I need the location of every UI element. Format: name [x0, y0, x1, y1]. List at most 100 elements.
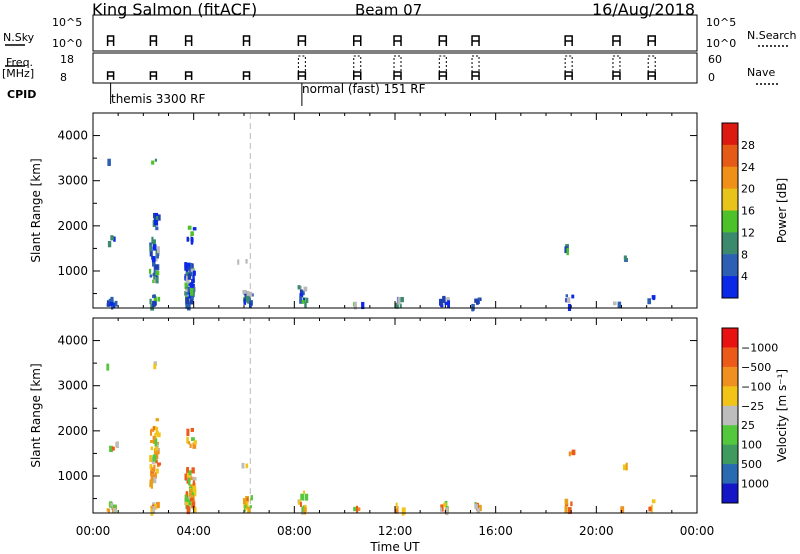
velocity-panel-echo-cell	[152, 505, 156, 514]
velocity-colorbar-label: Velocity [m s⁻¹]	[775, 369, 789, 462]
power-panel-echo-cell	[301, 299, 305, 304]
velocity-panel-echo-cell	[243, 507, 246, 512]
power-panel-echo-cell	[243, 298, 247, 305]
velocity-colorbar-tick: −25	[741, 400, 764, 413]
velocity-colorbar-cell	[722, 444, 738, 465]
power-panel-echo-cell	[186, 236, 189, 242]
velocity-panel-echo-cell	[186, 472, 191, 478]
power-panel-echo-cell	[154, 219, 157, 225]
date-label: 16/Aug/2018	[592, 0, 696, 19]
velocity-panel-echo-cell	[153, 477, 157, 484]
velocity-colorbar-tick: 1000	[741, 478, 769, 491]
power-panel-echo-cell	[186, 262, 191, 268]
velocity-panel-ytick-label: 3000	[57, 379, 88, 393]
xtick-label: 00:00	[76, 524, 111, 538]
cpid-note-normal: normal (fast) 151 RF	[302, 82, 426, 96]
power-colorbar-tick: 4	[741, 270, 748, 283]
power-panel-echo-cell	[111, 235, 114, 241]
velocity-panel-echo-cell	[154, 472, 157, 479]
power-colorbar-tick: 12	[741, 226, 755, 239]
power-panel-echo-cell	[112, 302, 116, 309]
power-panel-echo-cell	[184, 291, 188, 296]
velocity-panel-echo-cell	[110, 502, 113, 507]
power-colorbar-tick: 16	[741, 205, 755, 218]
velocity-colorbar-cell	[722, 347, 738, 368]
velocity-panel-echo-cell	[186, 467, 190, 475]
power-panel-echo-cell	[111, 302, 114, 310]
velocity-panel-echo-cell	[191, 437, 195, 441]
velocity-panel-echo-cell	[150, 428, 155, 432]
velocity-panel-echo-cell	[192, 506, 197, 513]
freq-glyph	[647, 71, 656, 80]
velocity-panel-echo-cell	[356, 507, 361, 511]
power-panel-echo-cell	[152, 279, 156, 283]
velocity-panel-echo-cell	[149, 440, 154, 444]
nsky-glyph	[106, 35, 115, 46]
power-panel-echo-cell	[617, 301, 622, 308]
velocity-panel-echo-cell	[152, 454, 157, 462]
power-colorbar-cell	[722, 254, 738, 277]
nave-glyph	[297, 55, 306, 72]
velocity-panel-echo-cell	[250, 495, 253, 501]
power-panel-echo-cell	[190, 236, 194, 245]
power-panel-ytick-label: 4000	[57, 129, 88, 143]
velocity-panel-echo-cell	[565, 502, 569, 507]
cpid-note-themis: themis 3300 RF	[111, 92, 206, 106]
velocity-panel-echo-cell	[192, 442, 197, 449]
power-panel-echo-cell	[652, 296, 656, 301]
velocity-colorbar-tick: −100	[741, 380, 771, 393]
velocity-colorbar-cell	[722, 425, 738, 446]
power-panel-echo-cell	[185, 288, 188, 293]
power-panel-echo-cell	[190, 295, 194, 301]
power-panel-echo-cell	[156, 215, 159, 221]
velocity-panel-echo-cell	[153, 363, 157, 370]
power-panel-echo-cell	[188, 292, 191, 299]
velocity-panel-echo-cell	[648, 506, 652, 512]
nsky-glyph	[612, 35, 621, 46]
power-panel-ytick-label: 2000	[57, 219, 88, 233]
power-panel-echo-cell	[154, 264, 159, 270]
velocity-panel-echo-cell	[149, 455, 152, 463]
nsky-glyph	[438, 35, 448, 46]
velocity-panel-echo-cell	[115, 441, 119, 448]
freq-tick-top: 18	[60, 53, 74, 66]
velocity-panel-echo-cell	[446, 507, 449, 516]
power-panel-echo-cell	[152, 261, 156, 267]
power-panel-echo-cell	[400, 296, 404, 303]
freq-glyph	[612, 71, 621, 80]
velocity-panel-echo-cell	[353, 506, 356, 512]
power-panel-echo-cell	[156, 246, 160, 255]
velocity-colorbar-cell	[722, 464, 738, 485]
velocity-panel-echo-cell	[152, 436, 155, 444]
nsky-glyph	[471, 35, 480, 46]
power-panel-echo-cell	[149, 245, 152, 252]
velocity-panel-echo-cell	[184, 473, 188, 481]
velocity-colorbar-tick: −1000	[741, 341, 778, 354]
power-colorbar-cell	[722, 123, 738, 146]
nsky-panel-frame	[92, 14, 698, 52]
velocity-panel-echo-cell	[106, 508, 109, 512]
freq-glyph	[438, 71, 448, 80]
velocity-panel-ylabel: Slant Range [km]	[29, 363, 43, 467]
velocity-panel-echo-cell	[564, 498, 569, 505]
velocity-panel-echo-cell	[149, 464, 153, 470]
power-panel-echo-cell	[151, 256, 156, 263]
velocity-panel-echo-cell	[111, 446, 115, 451]
velocity-colorbar-cell	[722, 328, 738, 348]
velocity-colorbar-cell	[722, 366, 738, 387]
xtick-label: 08:00	[277, 524, 312, 538]
velocity-panel-echo-cell	[188, 470, 192, 476]
power-panel-echo-cell	[189, 282, 194, 288]
power-panel-echo-cell	[567, 303, 572, 311]
nsky-glyph	[242, 35, 251, 46]
nave-glyph	[393, 55, 402, 72]
power-panel-echo-cell	[299, 293, 304, 298]
power-panel-echo-cell	[248, 301, 252, 309]
freq-glyph	[184, 71, 193, 80]
velocity-panel-echo-cell	[156, 452, 159, 460]
nave-glyph	[612, 55, 621, 72]
nsky-glyph	[393, 35, 402, 46]
power-colorbar-tick: 28	[741, 139, 755, 152]
power-panel-echo-cell	[297, 285, 301, 290]
